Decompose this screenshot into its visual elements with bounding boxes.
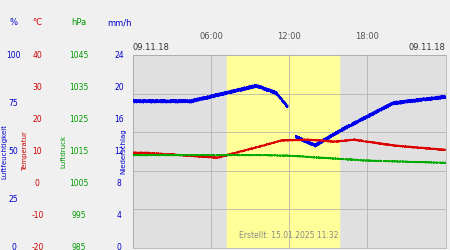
Text: 1015: 1015 bbox=[69, 147, 88, 156]
Text: 1005: 1005 bbox=[69, 179, 89, 188]
Text: 30: 30 bbox=[32, 82, 42, 92]
Text: 4: 4 bbox=[117, 211, 122, 220]
Text: 0: 0 bbox=[11, 243, 16, 250]
Text: 25: 25 bbox=[9, 195, 18, 204]
Text: 18:00: 18:00 bbox=[356, 32, 379, 41]
Text: 20: 20 bbox=[32, 115, 42, 124]
Text: 12:00: 12:00 bbox=[277, 32, 301, 41]
Text: 995: 995 bbox=[72, 211, 86, 220]
Text: 16: 16 bbox=[114, 115, 124, 124]
Text: 50: 50 bbox=[9, 147, 18, 156]
Text: 20: 20 bbox=[114, 82, 124, 92]
Text: 24: 24 bbox=[114, 50, 124, 59]
Text: 40: 40 bbox=[32, 50, 42, 59]
Text: °C: °C bbox=[32, 18, 42, 27]
Text: 09.11.18: 09.11.18 bbox=[409, 43, 446, 52]
Text: 0: 0 bbox=[35, 179, 40, 188]
Text: 100: 100 bbox=[6, 50, 21, 59]
Text: 75: 75 bbox=[9, 98, 18, 108]
Text: %: % bbox=[9, 18, 18, 27]
Text: 12: 12 bbox=[114, 147, 124, 156]
Text: 06:00: 06:00 bbox=[199, 32, 223, 41]
Text: 10: 10 bbox=[32, 147, 42, 156]
Bar bbox=[226, 55, 339, 248]
Text: -20: -20 bbox=[31, 243, 44, 250]
Text: 1035: 1035 bbox=[69, 82, 89, 92]
Text: 0: 0 bbox=[117, 243, 122, 250]
Text: hPa: hPa bbox=[71, 18, 86, 27]
Text: 1045: 1045 bbox=[69, 50, 89, 59]
Text: Luftdruck: Luftdruck bbox=[61, 135, 67, 168]
Text: 8: 8 bbox=[117, 179, 122, 188]
Text: 985: 985 bbox=[72, 243, 86, 250]
Text: Luftfeuchtigkeit: Luftfeuchtigkeit bbox=[2, 124, 8, 179]
Text: Erstellt: 15.01.2025 11:32: Erstellt: 15.01.2025 11:32 bbox=[239, 231, 339, 240]
Text: Niederschlag: Niederschlag bbox=[121, 128, 126, 174]
Text: 09.11.18: 09.11.18 bbox=[133, 43, 170, 52]
Text: 1025: 1025 bbox=[69, 115, 88, 124]
Text: -10: -10 bbox=[31, 211, 44, 220]
Text: mm/h: mm/h bbox=[107, 18, 131, 27]
Text: Temperatur: Temperatur bbox=[22, 131, 27, 171]
